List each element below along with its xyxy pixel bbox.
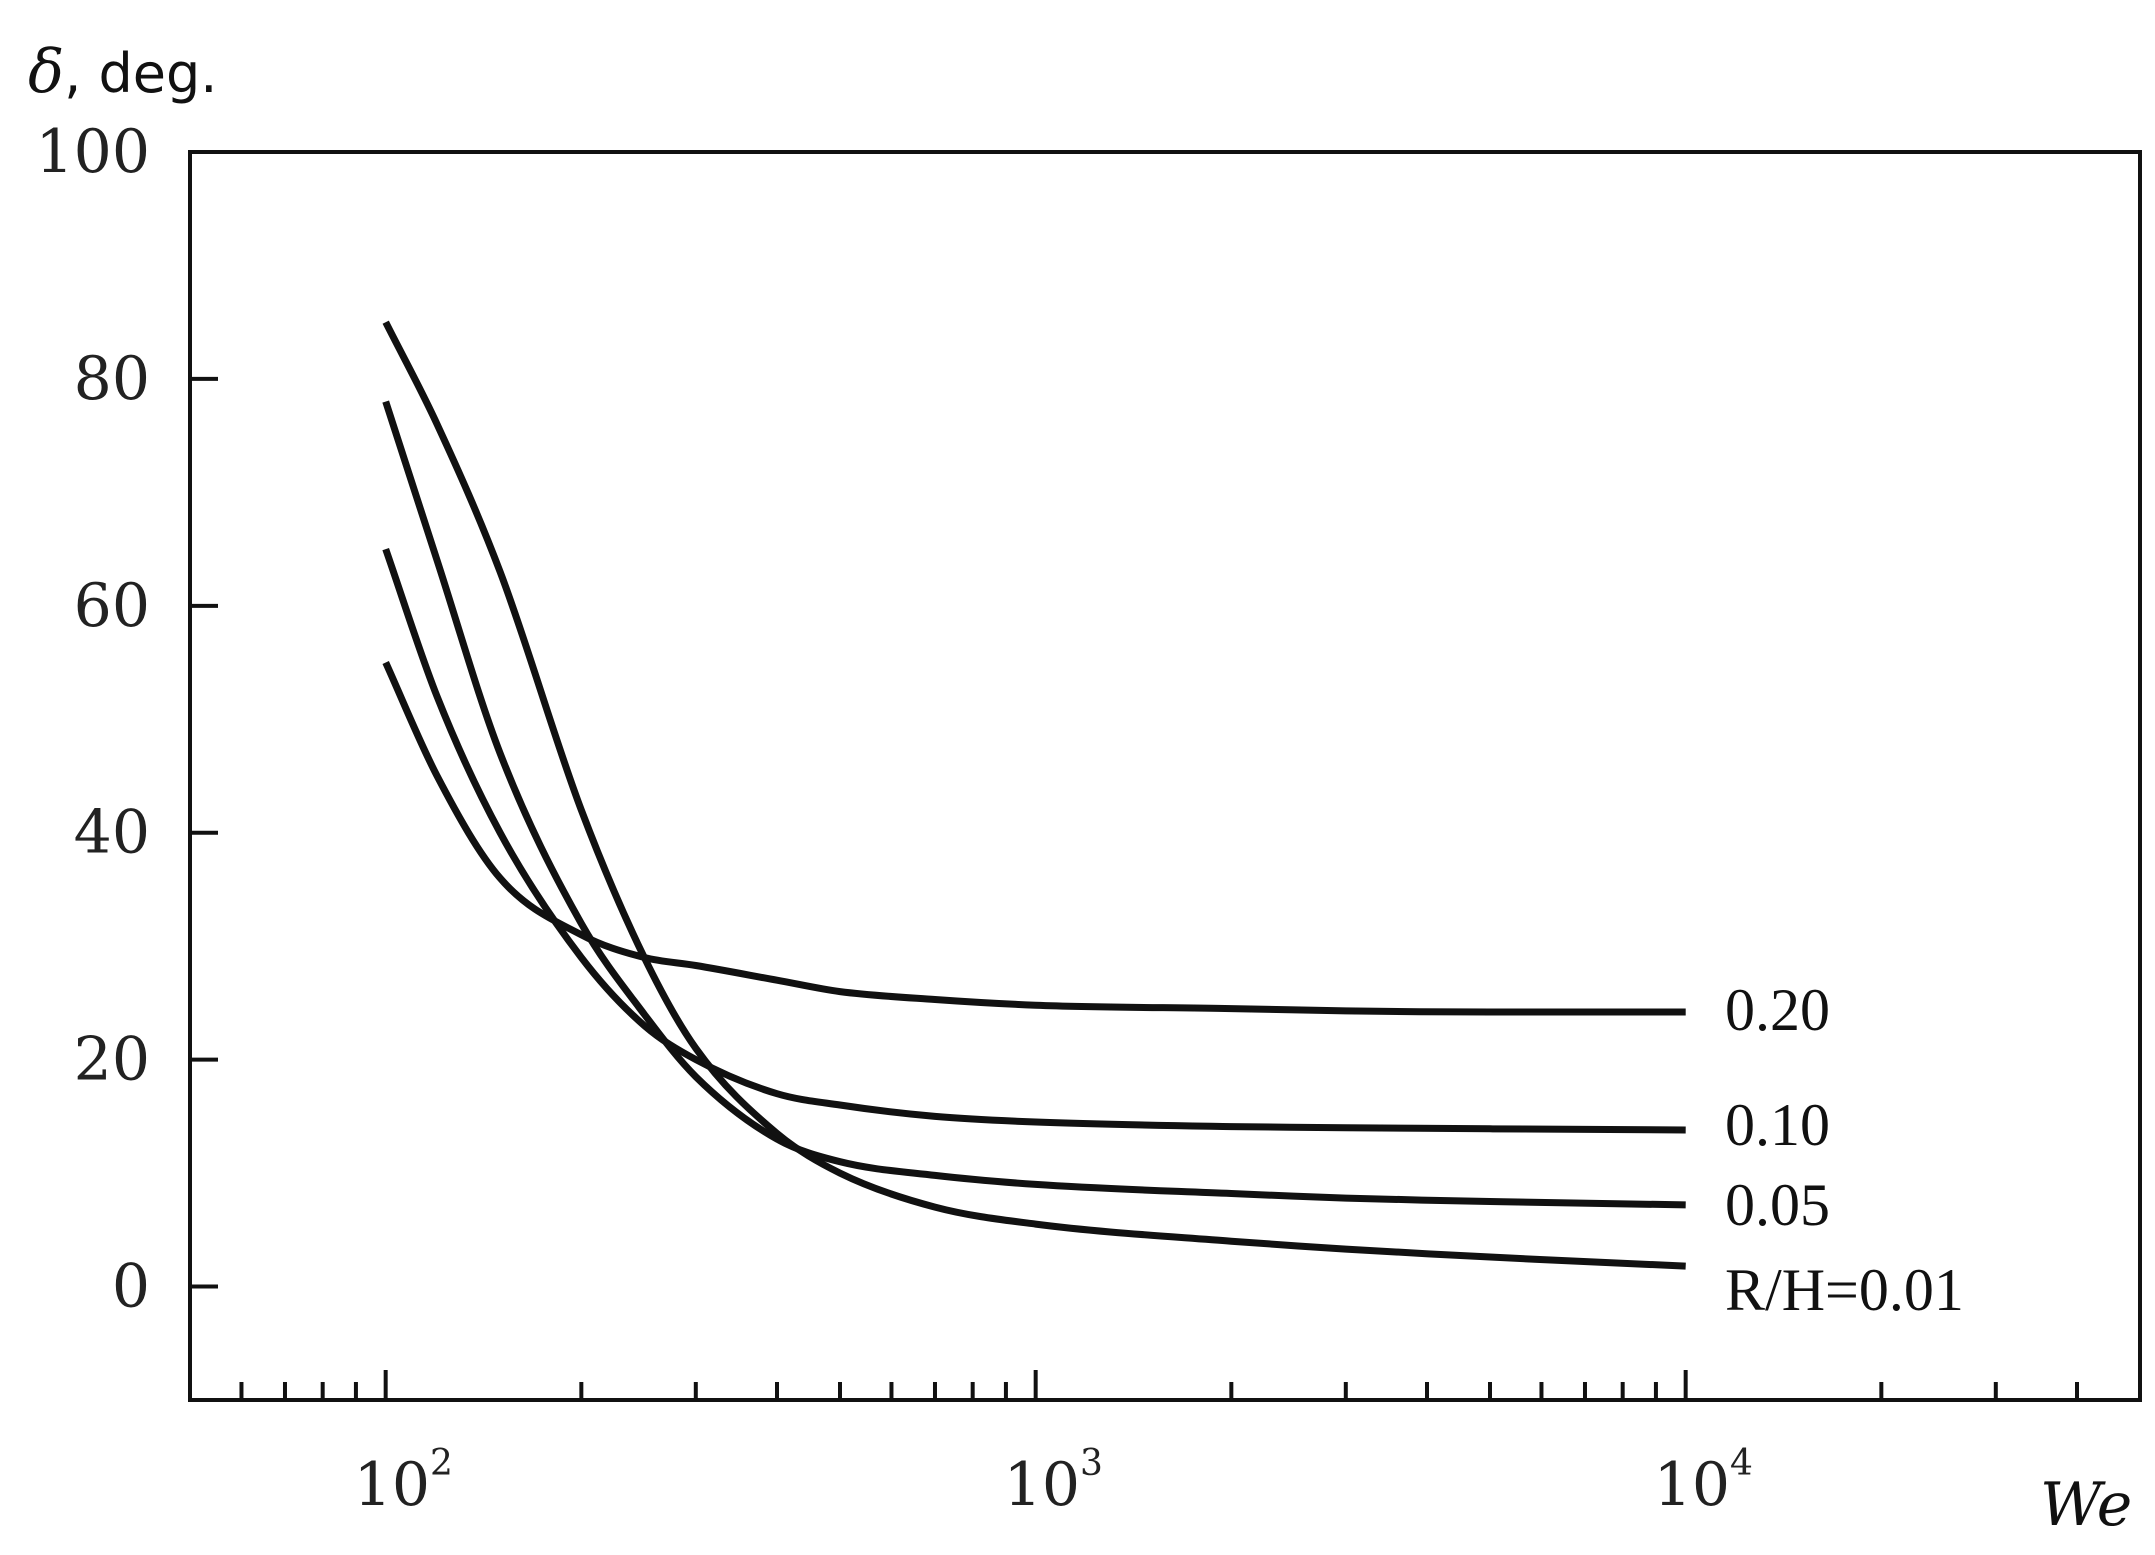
- y-tick-label: 60: [74, 571, 150, 641]
- y-axis-label: δ, deg.: [28, 37, 217, 107]
- y-tick-label: 40: [74, 798, 150, 868]
- plot-frame: [188, 150, 2142, 1402]
- x-axis-label: We: [2040, 1470, 2132, 1540]
- series-label: R/H=0.01: [1725, 1257, 1964, 1323]
- series-line: [382, 320, 1686, 1270]
- axis-ticks: 100 80 60 40 20 0 102 103 104: [35, 117, 2142, 1520]
- series-lines: [382, 320, 1686, 1270]
- x-tick-label: 104: [1654, 1443, 1753, 1520]
- series-line: [382, 547, 1686, 1134]
- y-tick-label: 20: [74, 1025, 150, 1095]
- axes: [188, 150, 2142, 1402]
- series-label: 0.20: [1725, 977, 1830, 1043]
- y-axis-symbol: δ: [28, 37, 64, 107]
- series-line: [382, 661, 1686, 1016]
- y-tick-label: 80: [74, 344, 150, 414]
- y-axis-unit: , deg.: [64, 42, 217, 105]
- x-tick-label: 103: [1004, 1443, 1103, 1520]
- y-tick-label: 100: [35, 117, 150, 187]
- series-label: 0.10: [1725, 1092, 1830, 1158]
- series-label: 0.05: [1725, 1172, 1830, 1238]
- y-tick-label: 0: [112, 1252, 150, 1322]
- labels: δ, deg. We 0.20 0.10 0.05 R/H=0.01: [28, 37, 2132, 1540]
- x-tick-label: 102: [354, 1443, 453, 1520]
